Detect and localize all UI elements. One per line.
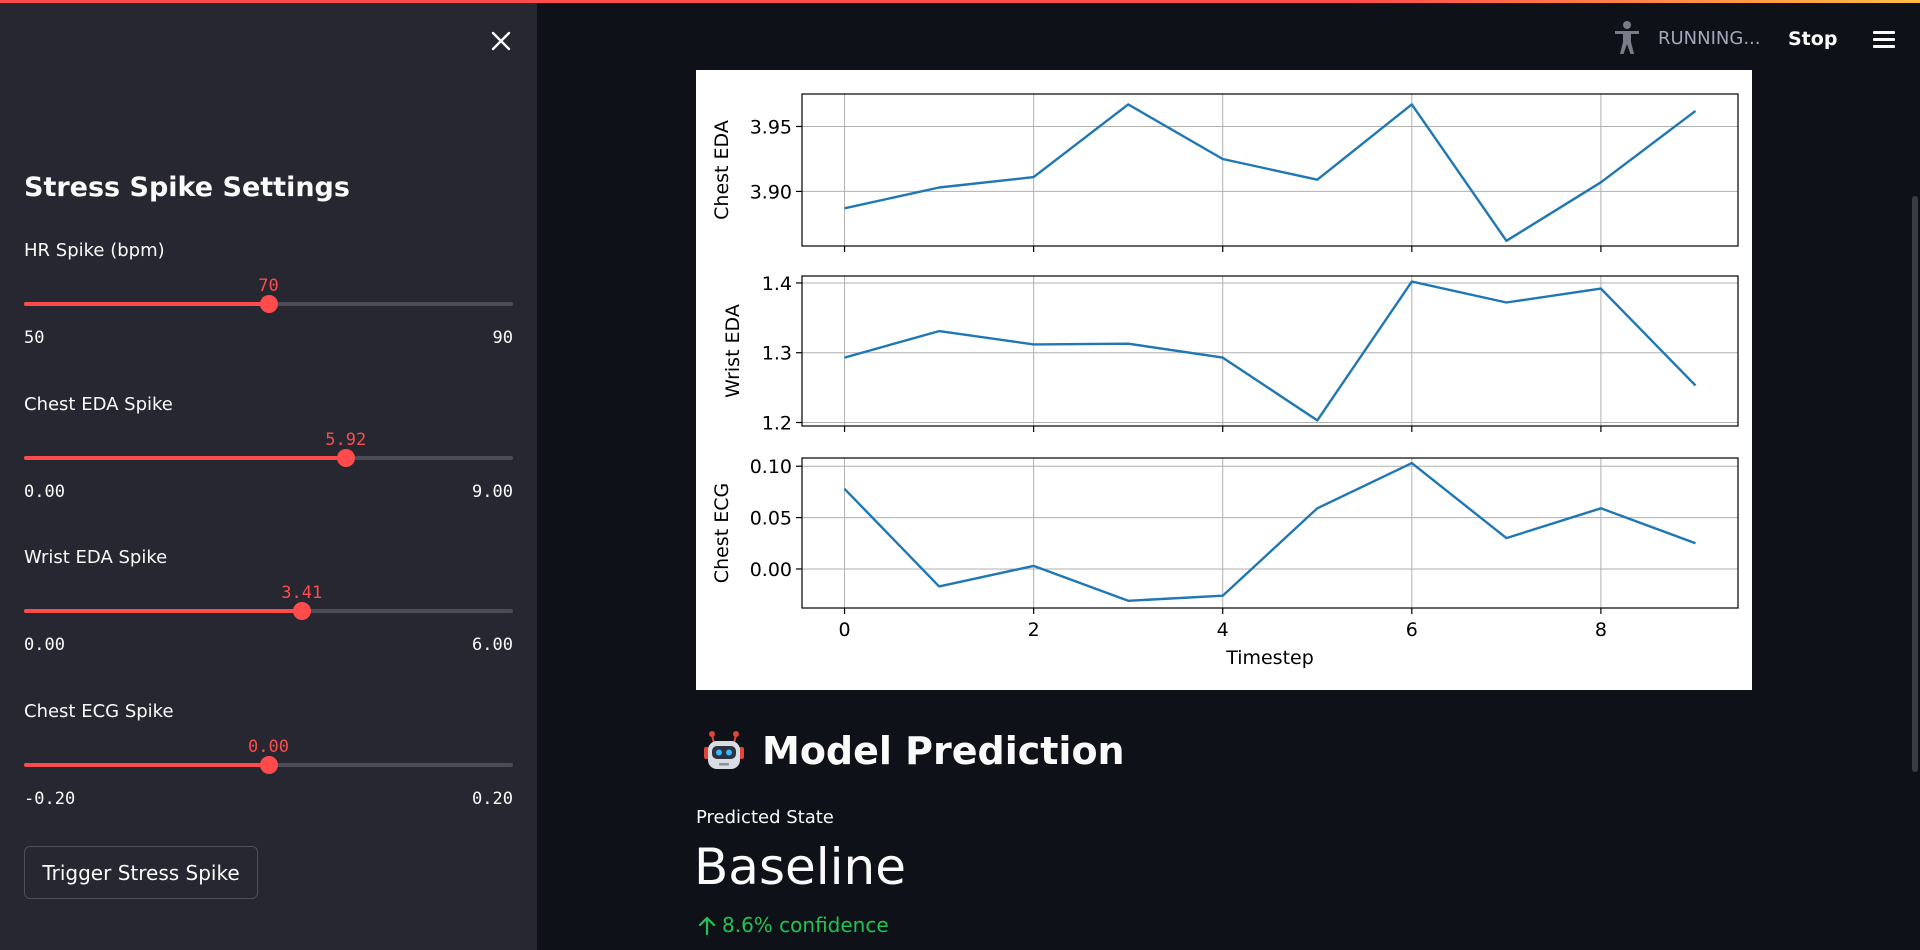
x-tick-label: 2 (1028, 619, 1040, 641)
x-tick-label: 4 (1217, 619, 1229, 641)
slider-value: 70 (258, 276, 279, 296)
series-line (843, 461, 1696, 602)
sidebar-title: Stress Spike Settings (24, 172, 350, 203)
stop-button[interactable]: Stop (1788, 28, 1838, 50)
y-tick-label: 1.3 (762, 343, 792, 365)
slider-wrist-eda-spike: Wrist EDA Spike 3.41 0.00 6.00 (24, 547, 513, 667)
model-prediction-heading: Model Prediction (700, 726, 1125, 776)
sidebar: Stress Spike Settings HR Spike (bpm) 70 … (0, 0, 537, 950)
accessibility-icon (1615, 21, 1639, 54)
series-line (844, 103, 1697, 243)
slider-value: 0.00 (248, 737, 289, 757)
sensor-chart: 3.90 3.95 Chest EDA 1.2 1.3 1.4 Wrist EDA 0.00 0… (696, 70, 1752, 690)
slider-fill (24, 456, 346, 460)
y-tick-label: 0.10 (750, 456, 792, 478)
slider-chest-eda-spike: Chest EDA Spike 5.92 0.00 9.00 (24, 394, 513, 514)
slider-max: 0.20 (472, 789, 513, 809)
slider-label: Wrist EDA Spike (24, 547, 168, 568)
slider-value: 3.41 (281, 583, 323, 603)
slider-thumb[interactable] (259, 295, 278, 313)
axes-frame (801, 275, 1739, 427)
robot-icon (704, 731, 744, 769)
x-tick-label: 0 (838, 619, 850, 641)
trigger-stress-spike-button[interactable]: Trigger Stress Spike (24, 846, 258, 899)
slider-label: HR Spike (bpm) (24, 240, 165, 261)
y-tick-label: 1.4 (762, 273, 792, 295)
x-tick-label: 8 (1595, 619, 1607, 641)
close-sidebar-button[interactable] (486, 26, 516, 56)
chart-svg: 3.90 3.95 Chest EDA 1.2 1.3 1.4 Wrist EDA 0.00 0… (711, 93, 1739, 669)
y-tick-label: 3.90 (750, 181, 792, 203)
metric-delta: 8.6% confidence (698, 913, 889, 937)
y-axis-label: Wrist EDA (722, 304, 744, 398)
axes-frame (801, 457, 1739, 609)
main-menu-button[interactable] (1870, 26, 1898, 52)
slider-hr-spike: HR Spike (bpm) 70 50 90 (24, 240, 513, 360)
metric-delta-text: 8.6% confidence (722, 913, 889, 937)
slider-fill (24, 609, 302, 613)
y-tick-label: 0.05 (750, 508, 792, 530)
series-line (844, 280, 1697, 422)
metric-value: Baseline (694, 838, 906, 896)
top-progress-line (0, 0, 1920, 3)
slider-min: 0.00 (24, 635, 65, 655)
slider-min: 50 (24, 328, 45, 348)
arrow-up-icon (698, 916, 716, 935)
y-axis-label: Chest ECG (711, 483, 733, 583)
metric-label: Predicted State (696, 807, 834, 828)
slider-track[interactable] (24, 602, 513, 620)
section-title: Model Prediction (762, 729, 1125, 773)
slider-min: -0.20 (24, 789, 76, 809)
y-axis-label: Chest EDA (711, 120, 733, 220)
x-axis-label: Timestep (1225, 647, 1314, 669)
slider-thumb[interactable] (259, 756, 278, 774)
hamburger-menu-icon (1873, 31, 1895, 48)
y-tick-label: 0.00 (750, 559, 792, 581)
running-status: RUNNING... (1658, 28, 1761, 49)
slider-max: 9.00 (472, 482, 513, 502)
slider-max: 6.00 (472, 635, 513, 655)
slider-label: Chest ECG Spike (24, 701, 174, 722)
y-tick-label: 3.95 (750, 116, 792, 138)
slider-min: 0.00 (24, 482, 65, 502)
y-tick-label: 1.2 (762, 413, 792, 435)
slider-chest-ecg-spike: Chest ECG Spike 0.00 -0.20 0.20 (24, 701, 513, 821)
slider-max: 90 (492, 328, 513, 348)
slider-fill (24, 302, 269, 306)
close-icon (491, 31, 511, 51)
slider-track[interactable] (24, 295, 513, 313)
scrollbar[interactable] (1912, 196, 1918, 772)
slider-track[interactable] (24, 449, 513, 467)
slider-thumb[interactable] (336, 449, 355, 467)
slider-thumb[interactable] (292, 602, 311, 620)
x-tick-label: 6 (1406, 619, 1418, 641)
slider-label: Chest EDA Spike (24, 394, 173, 415)
slider-value: 5.92 (325, 430, 367, 450)
slider-fill (24, 763, 269, 767)
axes-frame (801, 93, 1739, 247)
slider-track[interactable] (24, 756, 513, 774)
